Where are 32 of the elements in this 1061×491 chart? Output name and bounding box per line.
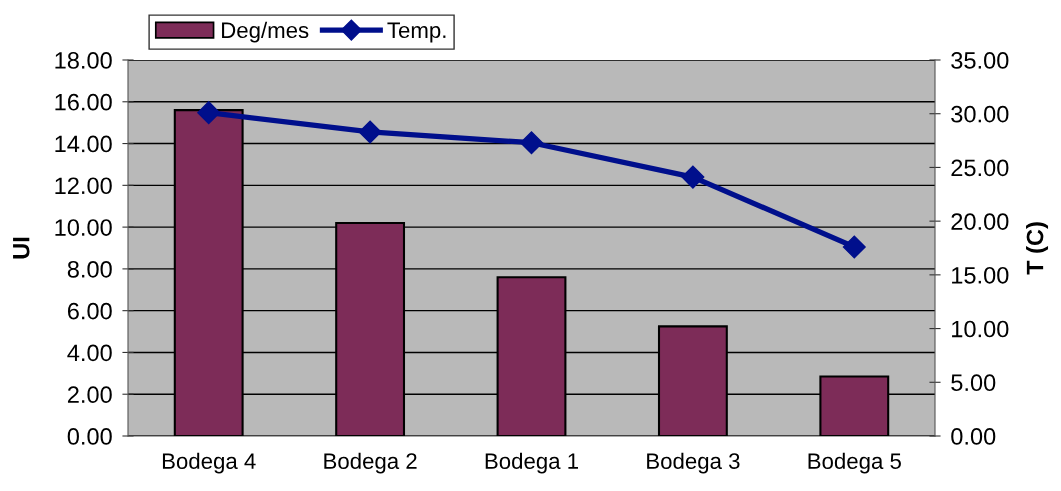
- x-tick-label: Bodega 4: [162, 452, 256, 474]
- y2-tick-label: 35.00: [951, 52, 1009, 69]
- y-tick-label: 8.00: [67, 260, 112, 278]
- y2-tick-label: 5.00: [951, 374, 996, 392]
- y-tick-label: 18.00: [55, 52, 112, 69]
- point: [842, 235, 866, 259]
- y2-tick-label: 15.00: [952, 266, 1009, 284]
- y-axis-title: UI: [13, 237, 30, 259]
- y2-axis-title: T (C): [1026, 222, 1049, 275]
- y-tick-label: 4.00: [67, 344, 112, 362]
- y-tick-label: 6.00: [67, 302, 112, 320]
- point: [197, 101, 221, 125]
- y2-tick-label: 25.00: [951, 159, 1009, 177]
- y-tick-label: 12.00: [55, 177, 112, 195]
- y-tick-label: 0.00: [67, 428, 112, 445]
- y2-tick-label: 20.00: [951, 213, 1009, 230]
- x-tick-label: Bodega 5: [808, 452, 901, 474]
- y-tick-label: 14.00: [55, 135, 112, 153]
- y2-tick-label: 10.00: [952, 320, 1009, 338]
- point: [520, 131, 543, 155]
- x-tick-label: Bodega 1: [485, 452, 578, 474]
- y2-tick-label: 30.00: [951, 105, 1009, 123]
- y-tick-label: 2.00: [67, 386, 112, 404]
- y2-tick-label: 0.00: [951, 428, 996, 445]
- legend-label: Temp.: [387, 22, 446, 43]
- x-tick-label: Bodega 3: [647, 452, 740, 474]
- point: [681, 165, 705, 189]
- x-tick-label: Bodega 2: [324, 452, 417, 474]
- y-tick-label: 16.00: [55, 93, 112, 111]
- legend-label: Deg/mes: [222, 21, 309, 43]
- y-tick-label: 10.00: [55, 219, 112, 236]
- point: [358, 120, 382, 144]
